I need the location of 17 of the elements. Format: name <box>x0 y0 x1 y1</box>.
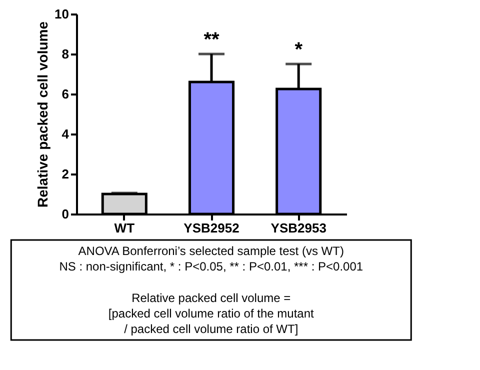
y-axis-title: Relative packed cell volume <box>34 21 51 208</box>
y-tick-label: 10 <box>54 6 69 22</box>
text: [packed cell volume ratio of the mutant <box>108 306 315 320</box>
text: / packed cell volume ratio of WT] <box>124 322 298 336</box>
y-tick-label: 0 <box>62 206 69 222</box>
annotation: ** <box>204 29 220 51</box>
x-tick-label: YSB2953 <box>270 220 326 236</box>
x-tick-label: WT <box>114 220 135 236</box>
y-tick-label: 2 <box>62 166 69 182</box>
y-tick-label: 6 <box>62 86 69 102</box>
y-tick-label: 4 <box>62 126 70 142</box>
text: ANOVA Bonferroni’s selected sample test (vs WT) <box>78 244 344 258</box>
text: Relative packed cell volume = <box>132 290 291 305</box>
annotation: * <box>294 39 303 61</box>
x-tick-label: YSB2952 <box>184 220 240 236</box>
y-tick-label: 8 <box>62 46 69 62</box>
text: NS : non-significant, * : P<0.05, ** : P<0.01, *** : P<0.001 <box>59 260 364 274</box>
